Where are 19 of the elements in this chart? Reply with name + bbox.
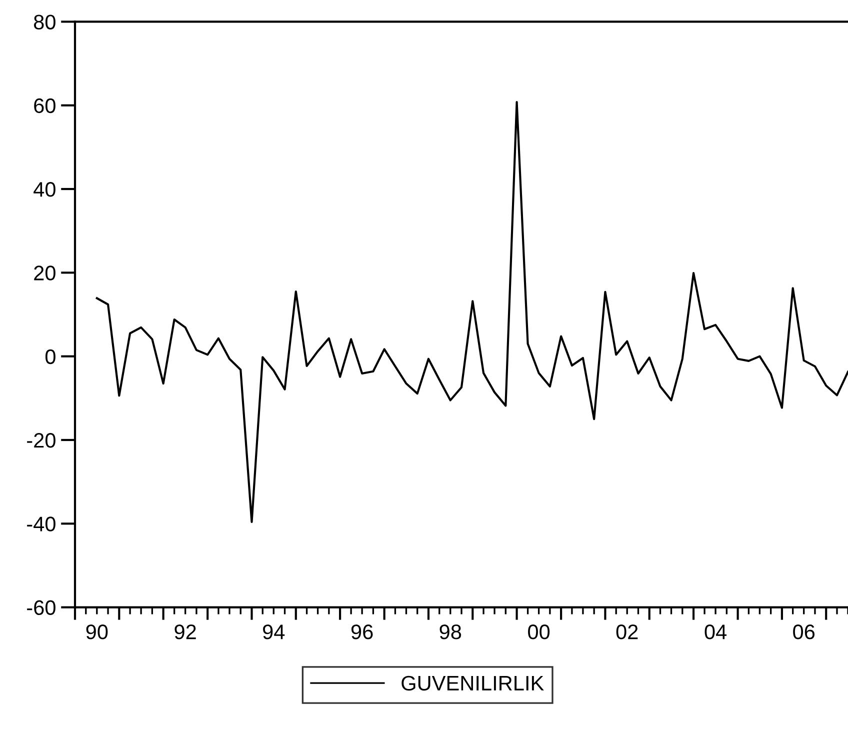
- x-tick-label: 06: [793, 624, 815, 640]
- line-series: [96, 100, 848, 524]
- y-tick-label: 40: [34, 182, 56, 197]
- y-tick-label: -40: [27, 516, 56, 532]
- y-tick-label: 0: [45, 349, 56, 364]
- x-tick-label: 90: [86, 624, 108, 640]
- x-tick-label: 02: [616, 624, 638, 640]
- x-tick-label: 00: [528, 624, 550, 640]
- y-tick-label: 60: [34, 98, 56, 114]
- x-tick-label: 94: [263, 624, 285, 640]
- legend-label: GUVENILIRLIK: [402, 676, 544, 691]
- x-tick-label: 98: [440, 624, 462, 640]
- x-tick-label: 92: [174, 624, 196, 640]
- y-tick-label: -20: [27, 432, 56, 448]
- x-tick-label: 04: [704, 624, 727, 640]
- y-tick-label: 20: [34, 266, 56, 280]
- x-tick-label: 96: [351, 624, 373, 640]
- y-tick-label: 80: [34, 14, 56, 30]
- y-tick-label: -60: [27, 600, 56, 616]
